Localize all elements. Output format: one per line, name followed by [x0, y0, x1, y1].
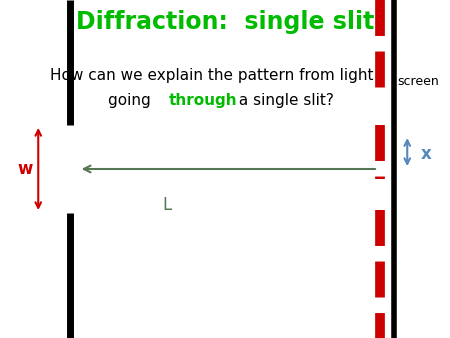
- Text: Diffraction:  single slit: Diffraction: single slit: [76, 10, 374, 34]
- Text: How can we explain the pattern from light: How can we explain the pattern from ligh…: [50, 68, 373, 82]
- Text: screen: screen: [397, 75, 439, 88]
- Text: L: L: [162, 196, 171, 214]
- Text: x: x: [421, 145, 432, 163]
- Text: through: through: [169, 93, 238, 108]
- Text: going: going: [108, 93, 156, 108]
- Text: a single slit?: a single slit?: [234, 93, 334, 108]
- Text: w: w: [17, 160, 32, 178]
